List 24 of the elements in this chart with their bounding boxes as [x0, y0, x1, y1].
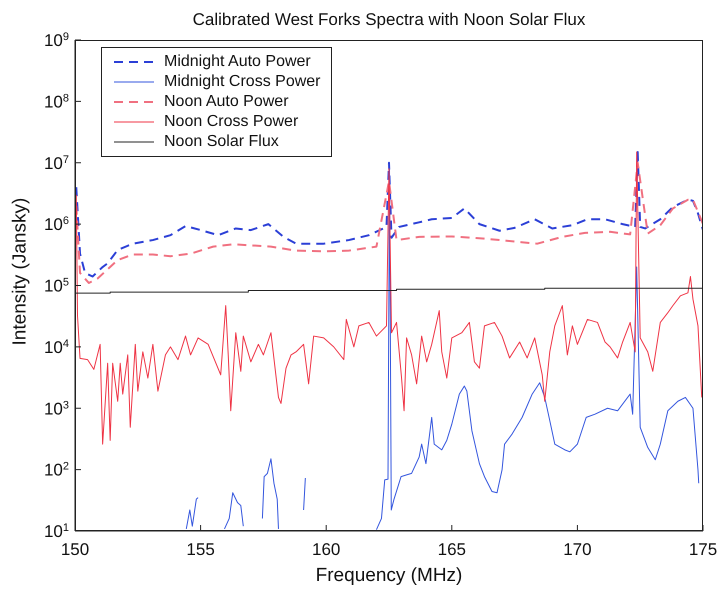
legend-label: Noon Solar Flux [164, 132, 279, 152]
legend-label: Noon Cross Power [164, 112, 298, 132]
chart-title: Calibrated West Forks Spectra with Noon Solar Flux [192, 10, 586, 30]
y-tick-label: 10$^{8}$ [44, 92, 69, 112]
legend-label: Noon Auto Power [164, 92, 289, 112]
x-tick-label: 170 [563, 540, 592, 560]
x-axis-title: Frequency (MHz) [316, 565, 462, 586]
y-tick-label: 10$^{9}$ [44, 31, 69, 50]
y-tick-label: 10$^{1}$ [44, 522, 69, 541]
x-tick-label: 150 [60, 540, 90, 560]
legend-label: Midnight Auto Power [164, 52, 311, 72]
y-axis-title: Intensity (Jansky) [10, 198, 31, 346]
y-tick-label: 10$^{5}$ [44, 276, 69, 296]
y-tick-label: 10$^{4}$ [44, 338, 69, 357]
x-tick-label: 175 [688, 540, 718, 560]
x-tick-label: 155 [186, 540, 215, 560]
y-tick-label: 10$^{7}$ [44, 154, 69, 173]
y-tick-label: 10$^{3}$ [44, 399, 69, 418]
line-series [76, 151, 702, 445]
x-tick-label: 160 [312, 540, 340, 560]
x-tick-label: 165 [438, 540, 466, 560]
y-tick-label: 10$^{2}$ [44, 460, 69, 480]
y-tick-label: 10$^{6}$ [44, 215, 69, 234]
legend-label: Midnight Cross Power [164, 72, 320, 92]
